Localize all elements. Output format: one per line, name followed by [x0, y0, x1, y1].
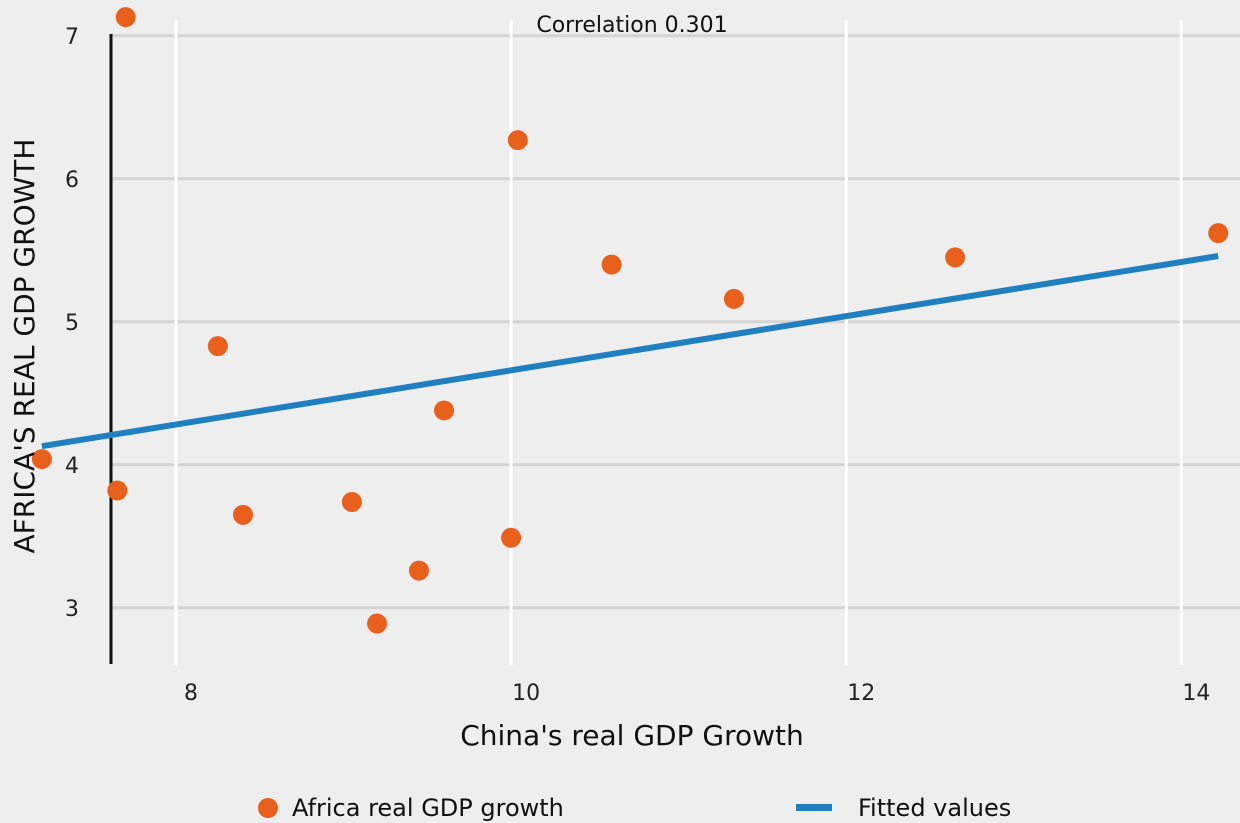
- legend: Africa real GDP growth Fitted values: [258, 794, 1011, 822]
- x-tick-label: 12: [847, 681, 875, 706]
- data-point: [434, 400, 455, 421]
- fitted-line: [41, 253, 1219, 450]
- data-point: [115, 7, 136, 28]
- data-point: [945, 247, 966, 268]
- x-axis-title: China's real GDP Growth: [460, 719, 804, 752]
- data-point: [507, 130, 528, 151]
- data-point: [31, 449, 52, 470]
- grid: [112, 20, 1240, 665]
- data-point: [341, 491, 362, 512]
- chart-title: Correlation 0.301: [536, 13, 727, 38]
- legend-marker-dot: [258, 798, 278, 818]
- data-series: [31, 7, 1229, 634]
- axes: 3 4 5 6 7 8 10 12 14: [65, 25, 1210, 706]
- data-point: [601, 254, 622, 275]
- y-axis-title: AFRICA'S REAL GDP GROWTH: [8, 139, 41, 554]
- data-point: [207, 336, 228, 357]
- x-tick-label: 10: [512, 681, 540, 706]
- data-point: [232, 504, 253, 525]
- legend-label-africa: Africa real GDP growth: [292, 794, 564, 822]
- y-tick-label: 5: [65, 311, 79, 336]
- y-tick-label: 6: [65, 168, 79, 193]
- data-point: [408, 560, 429, 581]
- y-tick-label: 3: [65, 597, 79, 622]
- data-point: [501, 527, 522, 548]
- legend-marker-line: [796, 804, 832, 811]
- y-tick-label: 4: [65, 454, 79, 479]
- data-point: [107, 480, 128, 501]
- x-tick-label: 14: [1182, 681, 1210, 706]
- data-point: [723, 288, 744, 309]
- legend-label-fitted: Fitted values: [858, 794, 1011, 822]
- data-point: [1208, 223, 1229, 244]
- y-tick-label: 7: [65, 25, 79, 50]
- x-tick-label: 8: [184, 681, 198, 706]
- data-point: [367, 613, 388, 634]
